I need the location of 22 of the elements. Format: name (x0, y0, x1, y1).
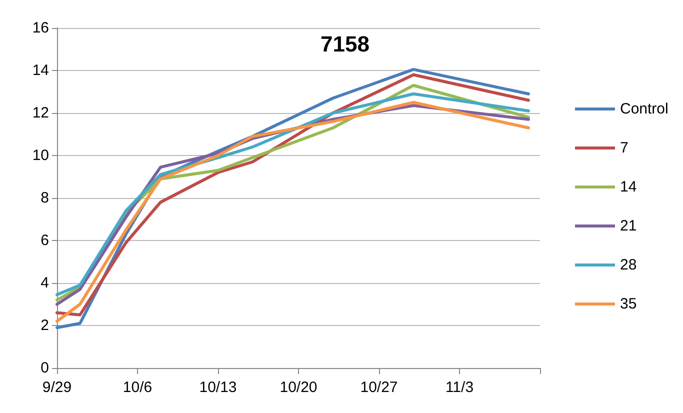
chart-title: 7158 (320, 32, 370, 56)
x-tick-label: 10/13 (199, 379, 237, 396)
y-tick-label: 10 (32, 147, 49, 164)
x-tick-label: 10/27 (360, 379, 398, 396)
x-tick-label: 11/3 (445, 379, 474, 396)
y-tick-label: 12 (32, 104, 49, 122)
x-tick-label: 9/29 (42, 379, 72, 396)
legend-label: 28 (620, 256, 637, 274)
x-tick-label: 10/20 (280, 379, 318, 396)
legend-label: Control (620, 100, 668, 118)
legend-label: 14 (620, 178, 637, 196)
legend-label: 7 (620, 140, 628, 156)
y-tick-label: 16 (32, 20, 49, 36)
legend-label: 21 (620, 218, 637, 234)
y-tick-label: 8 (40, 190, 49, 206)
y-tick-label: 6 (40, 232, 49, 249)
y-tick-label: 2 (40, 317, 49, 334)
y-tick-label: 14 (32, 62, 49, 79)
y-tick-label: 0 (40, 360, 49, 376)
legend-label: 35 (620, 296, 637, 312)
y-tick-label: 4 (40, 274, 49, 292)
x-tick-label: 10/6 (122, 379, 152, 396)
